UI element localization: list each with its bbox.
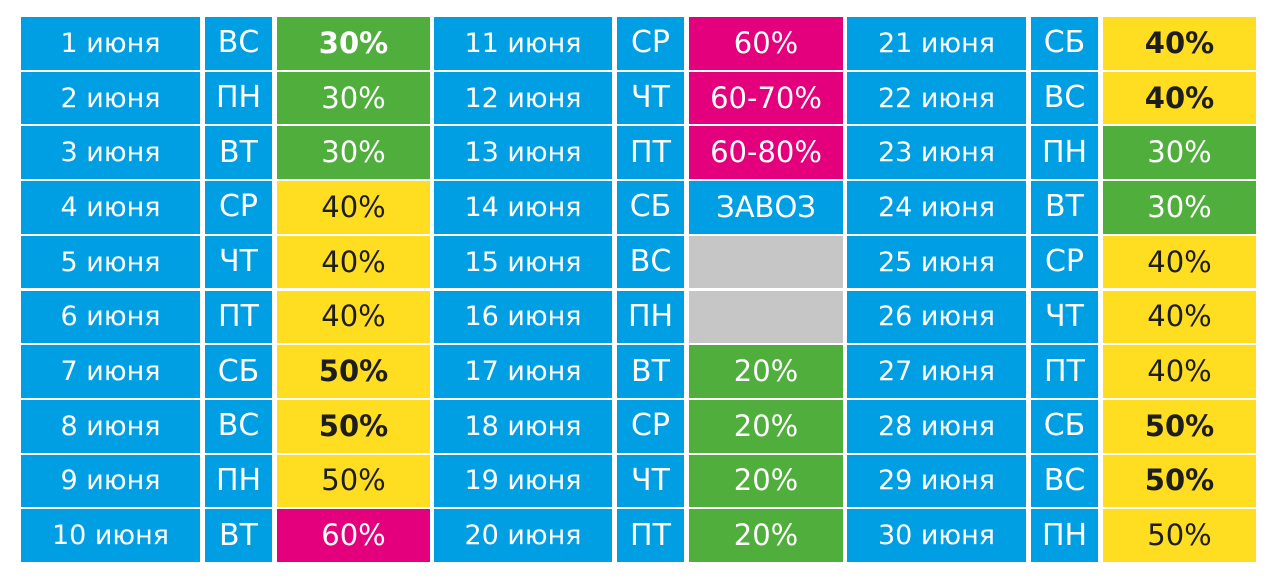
discount-cell: 30% (277, 17, 430, 70)
date-cell: 27 июня (847, 345, 1026, 398)
date-cell: 22 июня (847, 71, 1026, 125)
date-cell: 21 июня (847, 17, 1026, 70)
discount-cell: 40% (277, 235, 430, 289)
weekday-cell: ПН (205, 71, 272, 125)
weekday-cell: СБ (1031, 399, 1098, 453)
discount-cell: 60-70% (689, 71, 843, 125)
empty-discount-cell (689, 235, 843, 289)
date-cell: 19 июня (434, 454, 612, 508)
date-cell: 8 июня (21, 399, 200, 453)
weekday-cell: СР (1031, 235, 1098, 289)
discount-cell: 30% (1103, 126, 1256, 180)
date-cell: 30 июня (847, 509, 1026, 562)
weekday-cell: СБ (1031, 17, 1098, 70)
date-cell: 17 июня (434, 345, 612, 398)
discount-cell: 50% (1103, 454, 1256, 508)
discount-cell: 60% (277, 509, 430, 562)
date-cell: 6 июня (21, 290, 200, 344)
discount-cell: 30% (277, 126, 430, 180)
date-cell: 2 июня (21, 71, 200, 125)
discount-cell: 40% (1103, 17, 1256, 70)
date-cell: 20 июня (434, 509, 612, 562)
date-cell: 1 июня (21, 17, 200, 70)
discount-cell: 60-80% (689, 126, 843, 180)
date-cell: 26 июня (847, 290, 1026, 344)
date-cell: 16 июня (434, 290, 612, 344)
discount-cell: 40% (1103, 71, 1256, 125)
discount-cell: 60% (689, 17, 843, 70)
date-cell: 23 июня (847, 126, 1026, 180)
date-cell: 11 июня (434, 17, 612, 70)
weekday-cell: ПН (1031, 126, 1098, 180)
weekday-cell: ВС (617, 235, 684, 289)
weekday-cell: ЧТ (205, 235, 272, 289)
weekday-cell: ПТ (205, 290, 272, 344)
discount-cell: 50% (277, 454, 430, 508)
discount-cell: 50% (1103, 399, 1256, 453)
discount-cell: 50% (277, 399, 430, 453)
weekday-cell: СБ (205, 345, 272, 398)
discount-cell: 20% (689, 454, 843, 508)
date-cell: 9 июня (21, 454, 200, 508)
discount-cell: 20% (689, 345, 843, 398)
discount-cell: 20% (689, 399, 843, 453)
date-cell: 3 июня (21, 126, 200, 180)
weekday-cell: ВТ (205, 509, 272, 562)
weekday-cell: ЧТ (617, 454, 684, 508)
weekday-cell: ВС (205, 399, 272, 453)
weekday-cell: ПН (205, 454, 272, 508)
weekday-cell: ПН (617, 290, 684, 344)
empty-discount-cell (689, 290, 843, 344)
discount-cell: 40% (1103, 290, 1256, 344)
discount-cell: 50% (1103, 509, 1256, 562)
date-cell: 4 июня (21, 181, 200, 234)
weekday-cell: ВТ (1031, 181, 1098, 234)
date-cell: 18 июня (434, 399, 612, 453)
date-cell: 5 июня (21, 235, 200, 289)
discount-cell: ЗАВОЗ (689, 181, 843, 234)
date-cell: 7 июня (21, 345, 200, 398)
weekday-cell: СР (617, 17, 684, 70)
weekday-cell: СР (205, 181, 272, 234)
discount-cell: 40% (1103, 235, 1256, 289)
weekday-cell: ВС (1031, 71, 1098, 125)
date-cell: 28 июня (847, 399, 1026, 453)
discount-cell: 40% (277, 181, 430, 234)
weekday-cell: СР (617, 399, 684, 453)
date-cell: 12 июня (434, 71, 612, 125)
date-cell: 24 июня (847, 181, 1026, 234)
weekday-cell: ПТ (617, 126, 684, 180)
weekday-cell: ЧТ (1031, 290, 1098, 344)
weekday-cell: ЧТ (617, 71, 684, 125)
discount-cell: 40% (1103, 345, 1256, 398)
discount-cell: 50% (277, 345, 430, 398)
discount-cell: 30% (1103, 181, 1256, 234)
weekday-cell: ВТ (617, 345, 684, 398)
discount-cell: 20% (689, 509, 843, 562)
weekday-cell: ПТ (1031, 345, 1098, 398)
weekday-cell: ВС (205, 17, 272, 70)
weekday-cell: ПТ (617, 509, 684, 562)
date-cell: 10 июня (21, 509, 200, 562)
date-cell: 13 июня (434, 126, 612, 180)
weekday-cell: ВС (1031, 454, 1098, 508)
date-cell: 14 июня (434, 181, 612, 234)
date-cell: 15 июня (434, 235, 612, 289)
date-cell: 29 июня (847, 454, 1026, 508)
weekday-cell: ВТ (205, 126, 272, 180)
weekday-cell: ПН (1031, 509, 1098, 562)
discount-cell: 40% (277, 290, 430, 344)
discount-cell: 30% (277, 71, 430, 125)
weekday-cell: СБ (617, 181, 684, 234)
date-cell: 25 июня (847, 235, 1026, 289)
